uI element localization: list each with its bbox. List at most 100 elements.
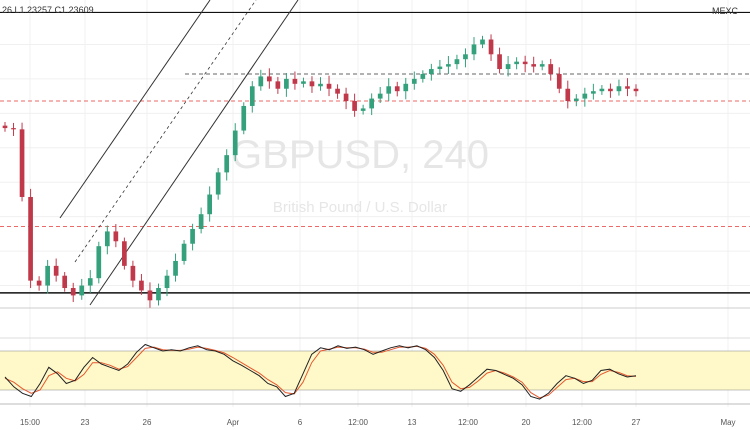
- channel-median-line[interactable]: [74, 0, 257, 263]
- candle: [62, 272, 68, 292]
- candle-body: [326, 83, 332, 89]
- candle: [573, 94, 579, 107]
- x-axis: 15:00 23 26 Apr 6 12:00 13 12:00 20 12:00 27 May: [0, 403, 750, 427]
- candle: [394, 81, 400, 97]
- candle: [531, 56, 537, 73]
- candle-body: [377, 93, 383, 99]
- candle: [429, 63, 434, 81]
- candle: [471, 37, 477, 61]
- candle: [156, 283, 161, 306]
- candle: [377, 87, 383, 103]
- candle: [386, 78, 392, 102]
- candle-body: [403, 83, 409, 92]
- candle: [599, 85, 605, 95]
- candle-body: [625, 86, 630, 89]
- watermark-symbol: GBPUSD, 240: [231, 133, 489, 177]
- candle-body: [173, 260, 178, 276]
- candle-body: [463, 54, 468, 60]
- candle-body: [147, 290, 153, 301]
- candle-body: [11, 128, 16, 130]
- candle-body: [505, 64, 511, 70]
- x-tick-label: 23: [81, 418, 90, 427]
- stoch-band: [0, 351, 750, 390]
- candle-body: [130, 265, 136, 281]
- candle: [616, 79, 622, 96]
- candle-body: [156, 288, 161, 301]
- candle: [318, 77, 323, 91]
- candle-body: [232, 130, 238, 156]
- candle-body: [573, 98, 579, 102]
- candle: [266, 68, 272, 89]
- candle-body: [497, 54, 502, 70]
- candle: [446, 56, 451, 74]
- candle-body: [488, 39, 494, 55]
- candle-body: [96, 246, 102, 279]
- candle: [87, 270, 93, 293]
- candle-body: [591, 91, 596, 94]
- candle: [463, 48, 468, 68]
- candle: [411, 71, 417, 90]
- horizontal-levels: [0, 11, 750, 309]
- candle-body: [224, 155, 230, 173]
- candle: [232, 123, 238, 162]
- candle: [420, 70, 426, 83]
- candle: [130, 260, 136, 288]
- exchange-badge: MEXC: [712, 6, 739, 16]
- candle: [292, 71, 298, 90]
- candle: [539, 60, 545, 71]
- candle: [326, 75, 332, 97]
- candle-body: [87, 278, 93, 286]
- x-tick-label: 13: [408, 418, 417, 427]
- candle-body: [19, 129, 25, 197]
- candle: [301, 77, 306, 88]
- x-tick-label: 27: [632, 418, 641, 427]
- candle: [139, 273, 144, 295]
- x-tick-label: 12:00: [572, 418, 593, 427]
- candle: [497, 47, 502, 74]
- candle: [556, 67, 562, 94]
- candle-body: [360, 108, 366, 111]
- candle-body: [386, 86, 392, 94]
- candle: [113, 224, 119, 248]
- candle-body: [198, 214, 204, 229]
- watermark: GBPUSD, 240 British Pound / U.S. Dollar: [231, 133, 489, 216]
- candle-body: [292, 78, 298, 84]
- candle-body: [139, 280, 144, 291]
- candle: [173, 253, 178, 282]
- candle: [224, 149, 230, 181]
- candle: [181, 240, 187, 265]
- candle: [454, 54, 460, 70]
- candle-body: [352, 101, 357, 111]
- candle: [70, 282, 76, 303]
- legend-header: 26 L1.23257 C1.23609 MEXC: [2, 5, 738, 16]
- candle-body: [318, 83, 323, 87]
- candle-body: [249, 86, 255, 106]
- stochastic-pane: [0, 337, 750, 400]
- candle: [122, 237, 127, 270]
- candle-body: [531, 64, 537, 67]
- candle-body: [207, 194, 212, 215]
- candle-body: [215, 172, 221, 195]
- candle: [369, 93, 375, 116]
- stoch-d-line: [4, 345, 637, 399]
- candle-body: [258, 76, 264, 87]
- x-tick-label: May: [720, 418, 735, 427]
- grid-lines: [0, 0, 750, 407]
- candle-body: [633, 88, 639, 92]
- candle: [608, 83, 613, 98]
- ohlc-readout: 26 L1.23257 C1.23609: [2, 5, 94, 15]
- candle: [522, 55, 528, 73]
- stoch-k-line: [4, 343, 637, 400]
- candle: [36, 276, 42, 291]
- candle: [28, 188, 33, 289]
- candle-body: [164, 275, 170, 289]
- candle: [591, 83, 596, 100]
- channel-upper-line[interactable]: [59, 0, 211, 219]
- candle: [275, 76, 281, 94]
- candle-body: [53, 265, 59, 276]
- candle: [343, 87, 349, 110]
- candle-body: [122, 241, 127, 266]
- candle: [548, 58, 554, 81]
